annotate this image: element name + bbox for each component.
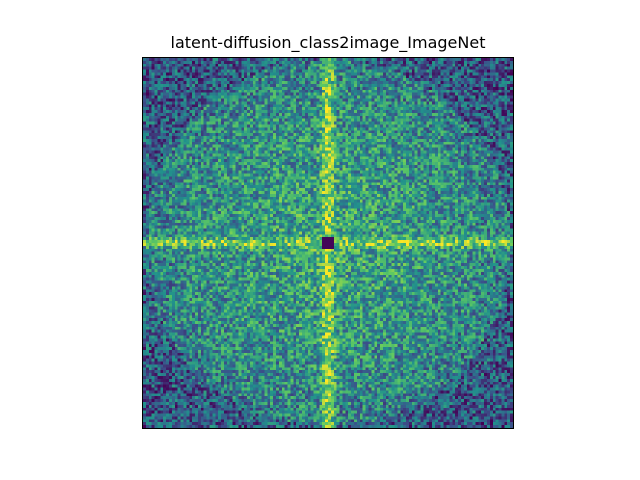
heatmap-plot-area: [142, 57, 514, 429]
chart-title: latent-diffusion_class2image_ImageNet: [170, 33, 486, 52]
heatmap-image: [143, 58, 513, 428]
